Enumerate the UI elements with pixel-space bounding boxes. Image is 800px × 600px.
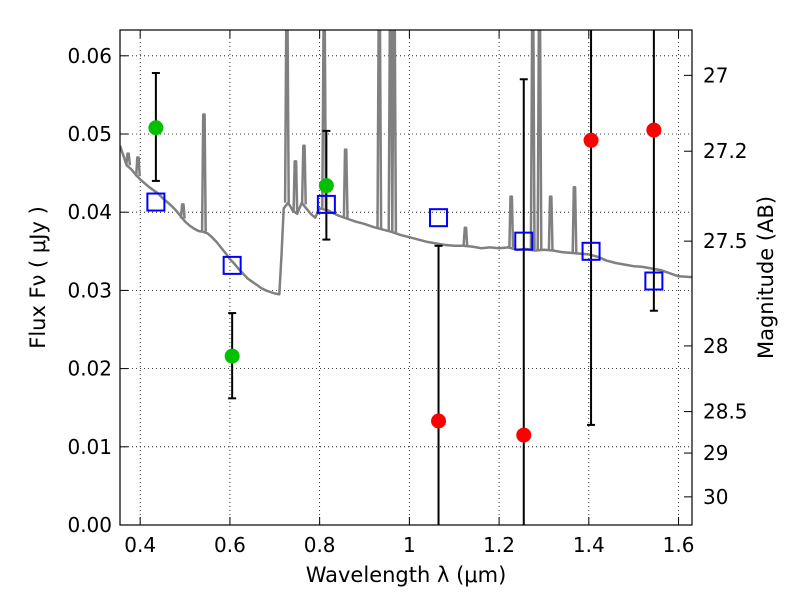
emission-line xyxy=(342,148,349,219)
emission-line xyxy=(200,113,207,232)
right-axis-label: Magnitude (AB) xyxy=(754,196,778,359)
emission-line xyxy=(125,152,132,166)
y-tick-label: 0.01 xyxy=(67,435,112,459)
emission-line xyxy=(292,160,299,213)
spectrum-line xyxy=(120,145,692,296)
emission-line xyxy=(179,203,186,219)
model-flux-square xyxy=(146,192,166,212)
y-tick-label: 0.02 xyxy=(67,357,112,381)
x-tick-label: 1 xyxy=(403,533,416,557)
model-flux-square xyxy=(514,231,534,251)
mag-tick-label: 30 xyxy=(703,485,728,509)
emission-line xyxy=(321,30,328,209)
y-axis-label: Flux Fν ( μJy ) xyxy=(26,206,50,349)
emission-line xyxy=(391,30,398,233)
plot-area xyxy=(120,30,692,525)
mag-tick-label: 27.5 xyxy=(703,229,748,253)
x-tick-label: 1.2 xyxy=(483,533,515,557)
y-tick-label: 0.00 xyxy=(67,513,112,537)
x-tick-label: 0.6 xyxy=(214,533,246,557)
model-flux-square xyxy=(429,208,449,228)
x-tick-label: 0.8 xyxy=(304,533,336,557)
x-tick-label: 0.4 xyxy=(124,533,156,557)
x-tick-label: 1.6 xyxy=(663,533,695,557)
x-tick-label: 1.4 xyxy=(573,533,605,557)
y-tick-label: 0.05 xyxy=(67,122,112,146)
y-tick-label: 0.03 xyxy=(67,278,112,302)
y-tick-label: 0.04 xyxy=(67,200,112,224)
x-axis-label: Wavelength λ (μm) xyxy=(306,563,507,587)
photometry-point xyxy=(646,122,662,138)
emission-line xyxy=(376,30,383,229)
emission-line xyxy=(508,195,515,248)
photometry-point xyxy=(516,427,532,443)
emission-line xyxy=(283,30,290,203)
emission-line xyxy=(571,185,578,254)
photometry-point xyxy=(583,132,599,148)
photometry-point xyxy=(318,178,334,194)
photometry-point xyxy=(224,348,240,364)
photometry-point xyxy=(148,120,164,136)
plot-frame xyxy=(119,29,693,526)
photometry-point xyxy=(431,413,447,429)
mag-tick-label: 27.2 xyxy=(703,139,748,163)
emission-line xyxy=(134,156,141,177)
mag-tick-label: 27 xyxy=(703,63,728,87)
emission-line xyxy=(529,30,536,250)
model-flux-square xyxy=(222,255,242,275)
emission-line xyxy=(462,226,469,246)
emission-line xyxy=(547,195,554,251)
emission-line xyxy=(300,144,307,205)
model-flux-square xyxy=(316,194,336,214)
y-tick-label: 0.06 xyxy=(67,44,112,68)
emission-line xyxy=(536,30,543,251)
mag-tick-label: 29 xyxy=(703,441,728,465)
model-flux-square xyxy=(644,271,664,291)
mag-tick-label: 28 xyxy=(703,334,728,358)
model-flux-square xyxy=(581,241,601,261)
mag-tick-label: 28.5 xyxy=(703,400,748,424)
